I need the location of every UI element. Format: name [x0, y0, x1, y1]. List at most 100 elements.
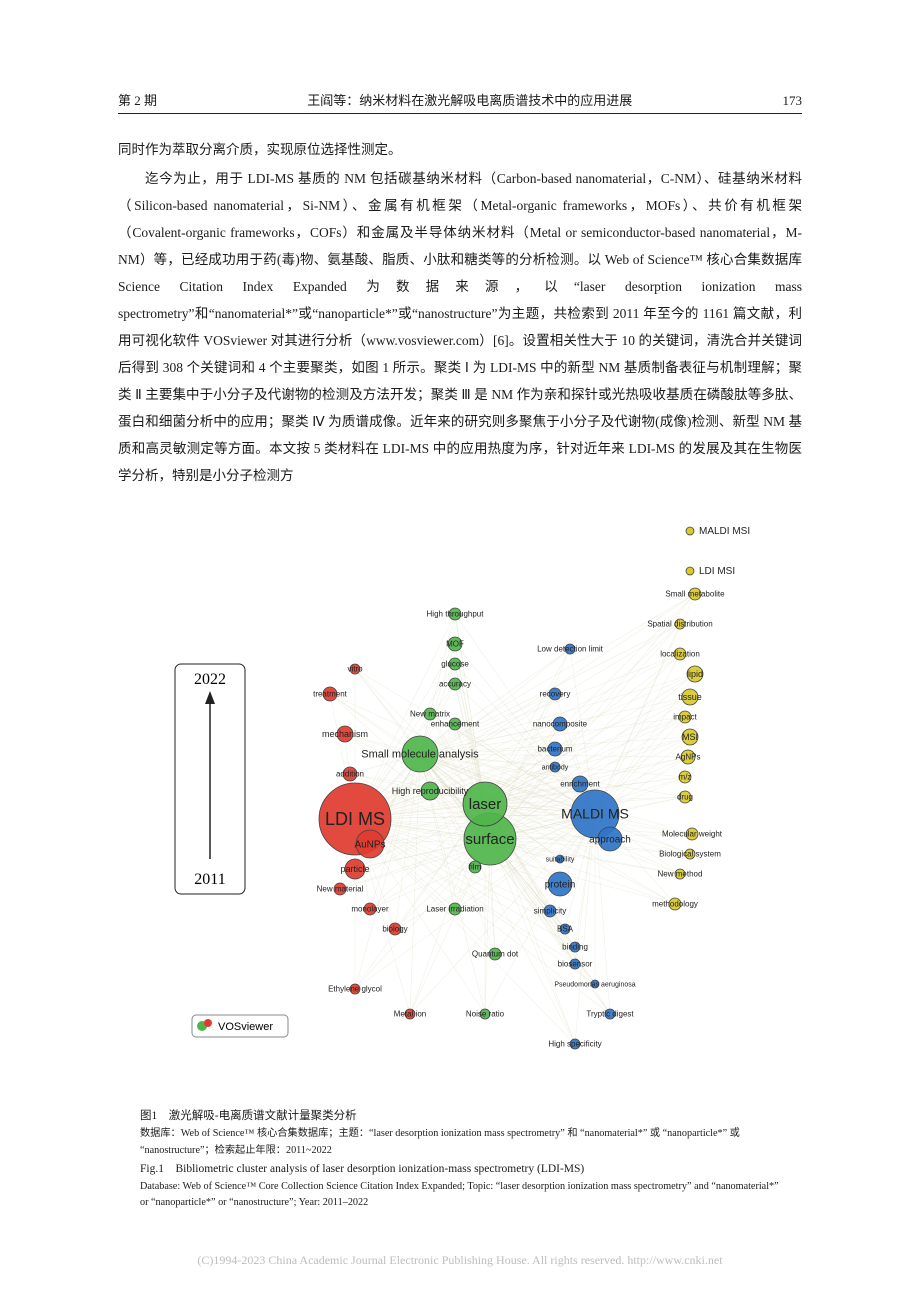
cluster-network-chart: 2022 2011 MALDI MSI LDI MSI LDI MS surface las… — [120, 499, 800, 1099]
network-node: vitro — [347, 664, 363, 674]
svg-text:recovery: recovery — [540, 690, 571, 699]
network-node: lipid — [687, 666, 703, 682]
network-node: antibody — [542, 762, 569, 772]
network-node: High throughput — [427, 608, 485, 620]
svg-text:BSA: BSA — [557, 925, 574, 934]
paragraph-1: 同时作为萃取分离介质，实现原位选择性测定。 — [118, 136, 802, 163]
svg-text:LDI MS: LDI MS — [325, 809, 385, 829]
network-node: protein — [545, 872, 576, 896]
network-node: Metal ion — [394, 1009, 426, 1019]
network-node: recovery — [540, 688, 571, 700]
svg-text:approach: approach — [589, 834, 631, 845]
vosviewer-badge: VOSviewer — [192, 1015, 288, 1037]
running-header: 第 2 期 王阎等：纳米材料在激光解吸电离质谱技术中的应用进展 173 — [118, 90, 802, 114]
svg-text:methodology: methodology — [652, 900, 698, 909]
svg-text:LDI MSI: LDI MSI — [699, 566, 735, 577]
svg-text:2011: 2011 — [194, 871, 225, 888]
svg-text:Biological system: Biological system — [659, 850, 721, 859]
network-node: MSI — [682, 729, 698, 745]
network-node: LDI MSI — [686, 566, 735, 577]
network-node: enhancement — [431, 718, 480, 730]
network-node: localization — [660, 648, 700, 660]
svg-text:New matrix: New matrix — [410, 710, 450, 719]
svg-text:monolayer: monolayer — [351, 905, 389, 914]
network-node: monolayer — [351, 903, 389, 915]
caption-en-title: Fig.1 Bibliometric cluster analysis of l… — [140, 1160, 780, 1179]
svg-text:Molecular weight: Molecular weight — [662, 830, 723, 839]
network-node: New material — [317, 883, 364, 895]
svg-text:m/z: m/z — [679, 773, 692, 782]
svg-text:laser: laser — [469, 796, 502, 813]
caption-en-detail: Database: Web of Science™ Core Collectio… — [140, 1179, 780, 1213]
svg-text:glucose: glucose — [441, 660, 469, 669]
svg-text:High throughput: High throughput — [427, 610, 485, 619]
network-node: suitability — [546, 855, 575, 863]
svg-text:vitro: vitro — [347, 665, 363, 674]
network-node: MOF — [446, 637, 464, 651]
svg-text:Noise ratio: Noise ratio — [466, 1010, 505, 1019]
svg-text:lipid: lipid — [687, 669, 703, 679]
svg-text:MALDI MS: MALDI MS — [561, 806, 629, 822]
network-node: drug — [677, 791, 693, 803]
svg-text:accuracy: accuracy — [439, 680, 471, 689]
network-node: biosensor — [558, 959, 593, 969]
svg-text:High reproducibility: High reproducibility — [392, 786, 469, 796]
network-node: Small metabolite — [665, 588, 725, 600]
svg-text:treatment: treatment — [313, 690, 348, 699]
network-node: Quantum dot — [472, 948, 519, 960]
svg-text:enrichment: enrichment — [560, 780, 600, 789]
caption-cn-title: 图1 激光解吸-电离质谱文献计量聚类分析 — [140, 1107, 780, 1126]
network-node: accuracy — [439, 678, 471, 690]
svg-text:Tryptic digest: Tryptic digest — [586, 1010, 634, 1019]
figure-caption: 图1 激光解吸-电离质谱文献计量聚类分析 数据库：Web of Science™… — [140, 1107, 780, 1212]
svg-text:film: film — [469, 863, 482, 872]
network-node: Biological system — [659, 849, 721, 859]
svg-text:Metal ion: Metal ion — [394, 1010, 426, 1019]
svg-text:antibody: antibody — [542, 764, 569, 771]
svg-text:binding: binding — [562, 943, 588, 952]
svg-text:particle: particle — [340, 864, 369, 874]
svg-text:New material: New material — [317, 885, 364, 894]
network-node: Laser irradiation — [426, 903, 483, 915]
svg-text:Small metabolite: Small metabolite — [665, 590, 725, 599]
network-node: Noise ratio — [466, 1009, 505, 1019]
svg-text:impact: impact — [673, 713, 697, 722]
svg-text:Small molecule analysis: Small molecule analysis — [361, 749, 479, 761]
running-title: 王阎等：纳米材料在激光解吸电离质谱技术中的应用进展 — [157, 90, 782, 109]
svg-text:bacterium: bacterium — [537, 745, 572, 754]
svg-text:2022: 2022 — [194, 671, 226, 688]
network-node: impact — [673, 711, 697, 723]
network-node: treatment — [313, 687, 348, 701]
svg-text:Pseudomonas aeruginosa: Pseudomonas aeruginosa — [554, 981, 635, 988]
network-node: AgNPs — [676, 750, 701, 764]
svg-text:surface: surface — [465, 831, 514, 848]
figure-1: 2022 2011 MALDI MSI LDI MSI LDI MS surface las… — [118, 499, 802, 1212]
svg-text:nanocomposite: nanocomposite — [533, 720, 588, 729]
network-node: New method — [658, 869, 703, 879]
svg-text:tissue: tissue — [678, 692, 702, 702]
network-node: High specificity — [548, 1039, 601, 1049]
network-node: methodology — [652, 898, 698, 910]
svg-text:VOSviewer: VOSviewer — [218, 1021, 273, 1033]
svg-text:drug: drug — [677, 793, 693, 802]
network-node: m/z — [679, 771, 692, 783]
page-footer: (C)1994-2023 China Academic Journal Elec… — [0, 1253, 920, 1268]
svg-text:protein: protein — [545, 879, 576, 890]
page-number: 173 — [783, 93, 803, 109]
svg-text:Low detection limit: Low detection limit — [537, 645, 604, 654]
svg-text:biology: biology — [382, 925, 407, 934]
network-node: nanocomposite — [533, 717, 588, 731]
network-node: Molecular weight — [662, 828, 723, 840]
network-node: addition — [336, 767, 364, 781]
network-node: particle — [340, 859, 369, 879]
network-node: MALDI MSI — [686, 526, 750, 537]
svg-text:MSI: MSI — [682, 732, 698, 742]
network-node: simplicity — [534, 905, 566, 917]
svg-text:localization: localization — [660, 650, 700, 659]
svg-text:Spatial distribution: Spatial distribution — [647, 620, 712, 629]
svg-text:simplicity: simplicity — [534, 907, 566, 916]
svg-text:addition: addition — [336, 770, 364, 779]
caption-cn-detail: 数据库：Web of Science™ 核心合集数据库；主题：“laser de… — [140, 1126, 780, 1160]
svg-text:biosensor: biosensor — [558, 960, 593, 969]
svg-text:suitability: suitability — [546, 856, 575, 863]
